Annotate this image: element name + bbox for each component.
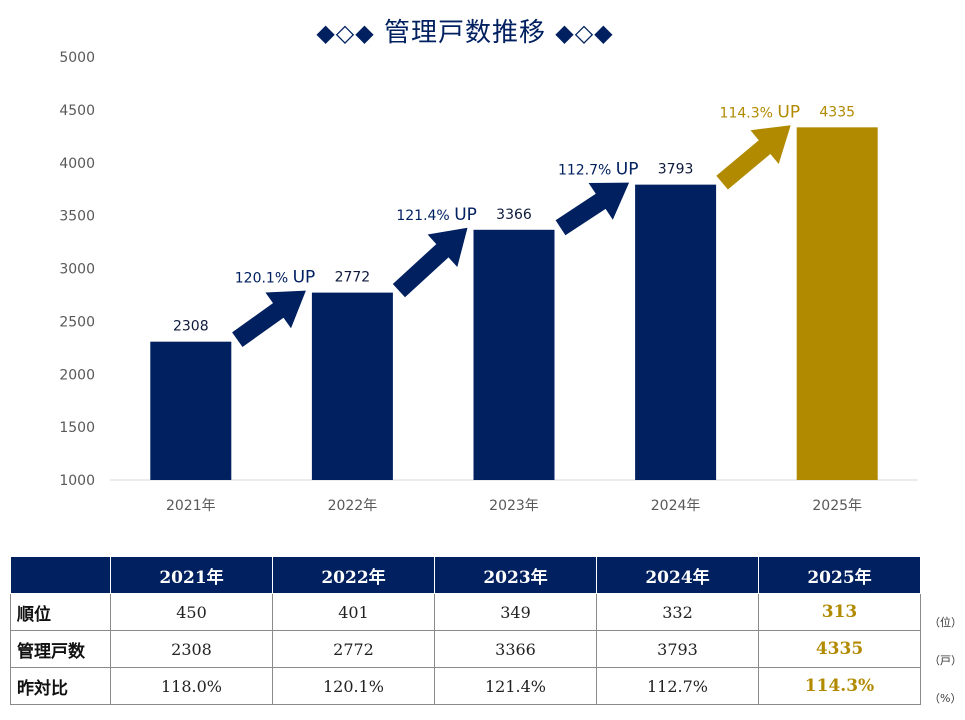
growth-arrow [716,125,791,190]
bar [311,292,393,480]
y-tick-label: 3000 [59,262,95,278]
table-cell: 450 [110,593,273,631]
bar [796,127,878,480]
table-cell: 401 [272,593,435,631]
unit-rank: （位） [929,616,962,629]
data-table: 2021年 2022年 2023年 2024年 2025年 順位 450 401… [10,556,921,705]
table-cell: 120.1% [272,667,435,705]
table-cell-highlight: 4335 [758,630,921,668]
data-label: 3366 [496,207,532,223]
growth-annotation: 121.4% UP [396,205,477,225]
growth-arrow [555,182,630,236]
title-text: 管理戸数推移 [383,18,546,48]
table-cell: 2308 [110,630,273,668]
x-tick-label: 2021年 [166,498,216,514]
bar [150,341,232,480]
y-tick-label: 4000 [59,156,95,172]
y-tick-label: 1500 [59,420,95,436]
table-row-units: 管理戸数 2308 2772 3366 3793 4335 [10,630,921,668]
growth-annotation: 114.3% UP [720,102,801,122]
table-header-cell: 2021年 [110,556,273,594]
table-cell: 112.7% [596,667,759,705]
table-header-cell: 2024年 [596,556,759,594]
growth-suffix: UP [454,205,477,225]
title-decoration-right: ◆◇◆ [555,19,614,47]
row-label: 管理戸数 [10,630,111,668]
table-header-cell: 2023年 [434,556,597,594]
table-cell: 121.4% [434,667,597,705]
growth-arrow [232,290,306,347]
y-tick-label: 1000 [59,473,95,489]
unit-units: （戸） [929,654,962,667]
growth-percent: 121.4% [396,208,454,224]
table-header-cell: 2025年 [758,556,921,594]
y-tick-label: 2000 [59,367,95,383]
table-cell-highlight: 114.3% [758,667,921,705]
bar [635,184,717,480]
x-tick-label: 2022年 [328,498,378,514]
data-label: 4335 [819,104,855,120]
y-tick-label: 5000 [59,50,95,66]
growth-suffix: UP [777,102,800,122]
table-cell: 3793 [596,630,759,668]
data-label: 2308 [173,319,209,335]
data-label: 3793 [658,162,694,178]
chart-title: ◆◇◆ 管理戸数推移 ◆◇◆ [0,12,930,49]
y-tick-label: 3500 [59,209,95,225]
title-decoration-left: ◆◇◆ [316,19,375,47]
x-tick-label: 2025年 [812,498,862,514]
table-cell: 349 [434,593,597,631]
growth-percent: 120.1% [235,271,293,287]
row-label: 順位 [10,593,111,631]
bar-chart: 1000 1500 2000 2500 3000 3500 4000 4500 5000 2308… [59,50,918,514]
table-cell-highlight: 313 [758,593,921,631]
table-row-rank: 順位 450 401 349 332 313 [10,593,921,631]
growth-percent: 112.7% [558,163,616,179]
growth-annotation: 120.1% UP [235,268,316,288]
y-tick-label: 4500 [59,103,95,119]
table-header-row: 2021年 2022年 2023年 2024年 2025年 [10,556,921,594]
table-row-yoy: 昨対比 118.0% 120.1% 121.4% 112.7% 114.3% [10,667,921,705]
growth-suffix: UP [293,268,316,288]
growth-suffix: UP [616,160,639,180]
table-cell: 118.0% [110,667,273,705]
table-header-cell: 2022年 [272,556,435,594]
growth-percent: 114.3% [720,105,778,121]
growth-annotation: 112.7% UP [558,160,639,180]
y-tick-label: 2500 [59,314,95,330]
table-cell: 2772 [272,630,435,668]
bar [473,229,555,480]
data-label: 2772 [335,270,371,286]
unit-yoy: （%） [929,692,962,705]
table-cell: 332 [596,593,759,631]
table-corner-cell [10,556,111,594]
x-tick-label: 2024年 [651,498,701,514]
growth-arrow [392,227,468,298]
table-cell: 3366 [434,630,597,668]
row-label: 昨対比 [10,667,111,705]
x-tick-label: 2023年 [489,498,539,514]
